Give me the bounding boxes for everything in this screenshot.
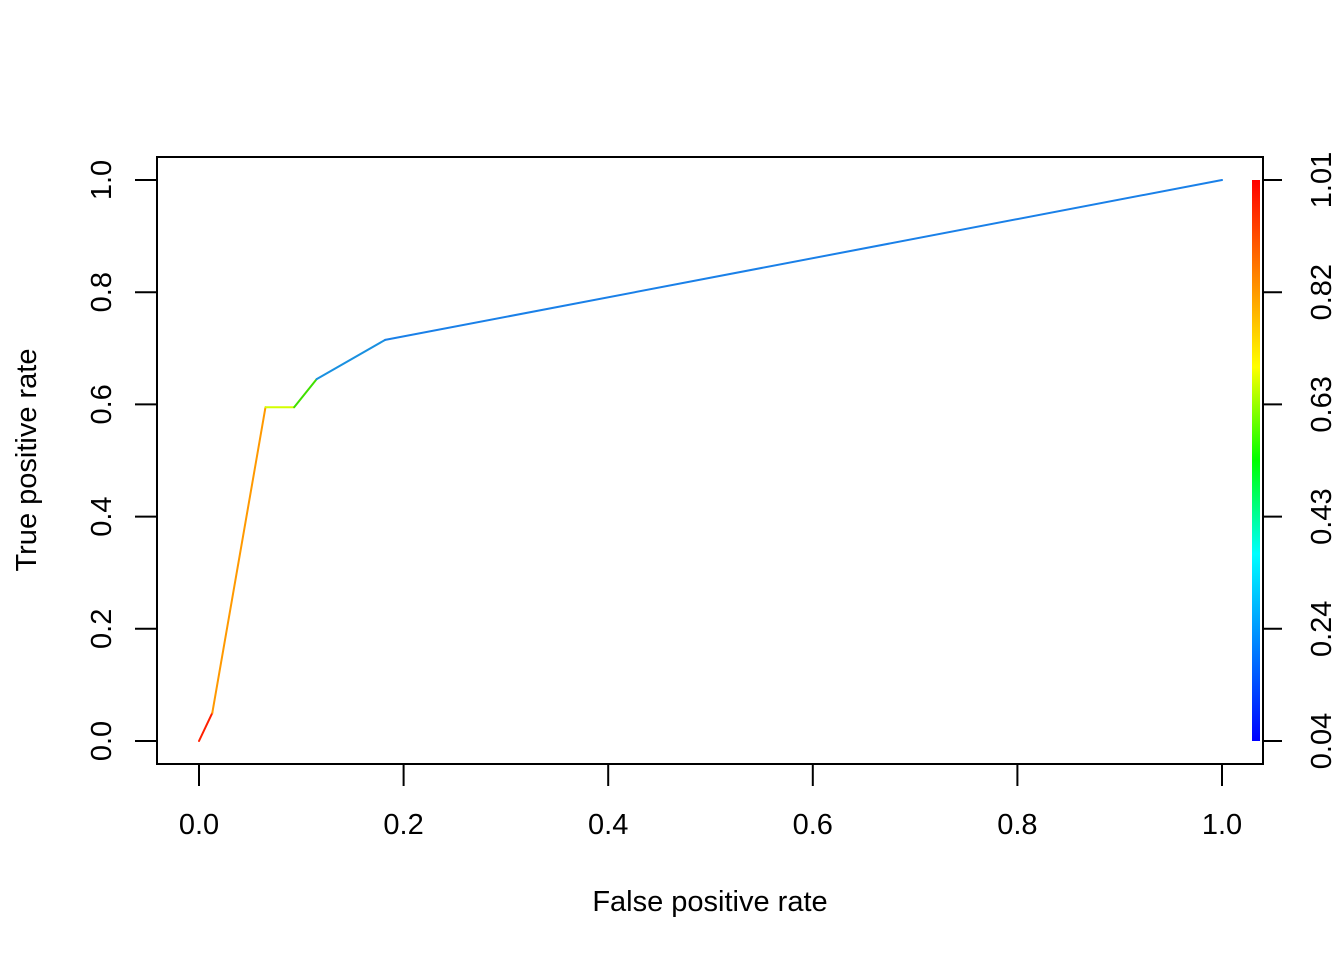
x-axis-title: False positive rate — [592, 886, 827, 918]
x-axis: 0.0 0.2 0.4 0.6 0.8 1.0 — [179, 764, 1242, 841]
y-tick-label: 0.6 — [86, 384, 118, 424]
colorbar-gradient — [1252, 180, 1260, 741]
y-axis: 0.0 0.2 0.4 0.6 0.8 1.0 — [86, 160, 157, 761]
y-tick-label: 0.4 — [86, 496, 118, 536]
roc-curve — [199, 180, 1222, 741]
roc-curve-segment — [212, 407, 265, 713]
colorbar-tick-label: 0.04 — [1306, 713, 1338, 769]
y-tick-label: 1.0 — [86, 160, 118, 200]
colorbar-tick-label: 0.24 — [1306, 601, 1338, 657]
y-tick-label: 0.8 — [86, 272, 118, 312]
y-axis-title: True positive rate — [11, 349, 43, 572]
roc-curve-segment — [199, 713, 212, 741]
x-tick-label: 1.0 — [1202, 809, 1242, 841]
roc-curve-segment — [294, 379, 317, 407]
plot-frame — [157, 157, 1263, 764]
colorbar-tick-label: 0.82 — [1306, 264, 1338, 320]
y-tick-label: 0.2 — [86, 609, 118, 649]
x-tick-label: 0.4 — [588, 809, 628, 841]
x-tick-label: 0.0 — [179, 809, 219, 841]
colorbar-tick-label: 0.43 — [1306, 488, 1338, 544]
roc-curve-segment — [317, 340, 386, 379]
x-tick-label: 0.6 — [793, 809, 833, 841]
x-tick-label: 0.2 — [383, 809, 423, 841]
y-tick-label: 0.0 — [86, 721, 118, 761]
colorbar-tick-label: 1.01 — [1306, 152, 1338, 208]
x-tick-label: 0.8 — [997, 809, 1037, 841]
colorbar-tick-label: 0.63 — [1306, 376, 1338, 432]
roc-curve-segment — [385, 180, 1222, 340]
colorbar: 0.04 0.24 0.43 0.63 0.82 1.01 — [1252, 152, 1338, 769]
